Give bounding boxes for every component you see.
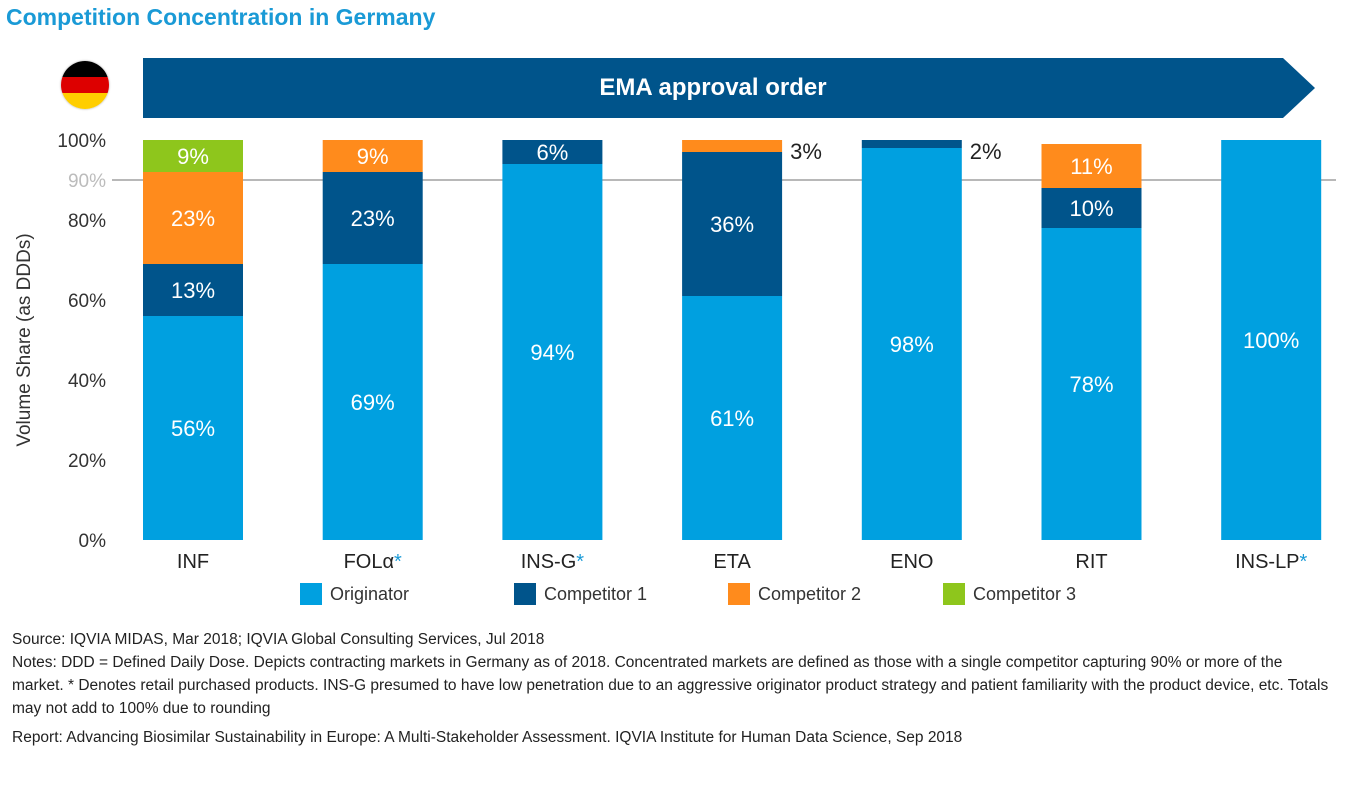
bar-eta-competitor-1 [682,152,783,296]
y-tick-label: 80% [68,211,106,232]
legend-swatch-originator [300,583,322,605]
notes-text: Notes: DDD = Defined Daily Dose. Depicts… [12,654,1329,717]
bar-inf-competitor-2 [143,172,243,264]
data-label: 94% [530,340,574,365]
bar-rit-competitor-2 [1041,144,1142,188]
data-label: 9% [177,144,209,169]
germany-flag-icon [61,61,109,109]
flag-stripe-red [61,77,109,93]
data-label: 6% [537,140,569,165]
data-label: 69% [351,390,395,415]
data-label: 23% [171,206,215,231]
flag-stripe-black [61,61,109,77]
data-label: 10% [1069,196,1113,221]
bar-ins-g-competitor-1 [502,140,603,164]
flag-stripe-gold [61,93,109,109]
banner-text: EMA approval order [599,74,827,101]
bar-inf-competitor-3 [143,140,243,172]
chart-legend: Originator Competitor 1 Competitor 2 Com… [0,582,1352,606]
data-label: 9% [357,144,389,169]
x-tick-label: FOLα* [344,551,402,573]
bar-rit-competitor-1 [1041,188,1142,228]
legend-swatch-competitor-2 [728,583,750,605]
bar-inf-originator [143,316,243,540]
data-label: 3% [790,139,822,164]
bar-eta-originator [682,296,783,540]
legend-label-originator: Originator [330,583,410,604]
legend-item-originator: Originator [300,582,409,606]
data-label: 13% [171,278,215,303]
data-label: 11% [1070,154,1112,179]
x-tick-label: INS-G* [521,551,585,573]
legend-label-competitor-1: Competitor 1 [544,583,648,604]
data-label: 78% [1069,372,1113,397]
bar-rit-originator [1041,228,1142,540]
reference-line-label: 90% [68,171,106,192]
legend-swatch-competitor-3 [943,583,965,605]
data-label: 23% [351,206,395,231]
legend-swatch-competitor-1 [514,583,536,605]
y-tick-label: 0% [79,531,107,552]
y-tick-label: 60% [68,291,106,312]
x-tick-label: ENO [890,551,933,573]
bar-eta-competitor-2 [682,140,783,152]
legend-label-competitor-2: Competitor 2 [758,583,862,604]
legend-item-competitor-2: Competitor 2 [728,582,861,606]
y-tick-label: 20% [68,451,106,472]
data-label: 100% [1243,328,1299,353]
bar-inf-competitor-1 [143,264,243,316]
x-tick-label: RIT [1075,551,1107,573]
data-label: 56% [171,416,215,441]
legend-item-competitor-3: Competitor 3 [943,582,1076,606]
y-tick-label: 100% [57,131,106,152]
y-tick-label: 40% [68,371,106,392]
source-note: Source: IQVIA MIDAS, Mar 2018; IQVIA Glo… [12,631,545,648]
x-tick-label: INS-LP* [1235,551,1307,573]
bar-ins-lp-originator [1221,140,1322,540]
data-label: 2% [970,139,1002,164]
bar-folα-competitor-2 [322,140,423,172]
bar-eno-originator [861,148,962,540]
legend-item-competitor-1: Competitor 1 [514,582,647,606]
x-tick-label: INF [177,551,209,573]
report-note: Report: Advancing Biosimilar Sustainabil… [12,729,963,746]
bar-eno-competitor-1 [861,140,962,148]
data-label: 61% [710,406,754,431]
ema-approval-order-banner: EMA approval order [143,58,1315,118]
footnotes: Source: IQVIA MIDAS, Mar 2018; IQVIA Glo… [12,628,1337,749]
bar-folα-originator [322,264,423,540]
data-label: 98% [890,332,934,357]
bar-folα-competitor-1 [322,172,423,264]
banner-arrow-shape [143,58,1315,118]
bar-ins-g-originator [502,164,603,540]
legend-label-competitor-3: Competitor 3 [973,583,1077,604]
y-axis-title: Volume Share (as DDDs) [14,233,35,446]
data-label: 36% [710,212,754,237]
x-tick-label: ETA [713,551,751,573]
page-title: Competition Concentration in Germany [6,4,436,30]
stacked-bar-chart: Volume Share (as DDDs) 0% 20% 40% 60% 80% 100%… [14,131,1336,573]
